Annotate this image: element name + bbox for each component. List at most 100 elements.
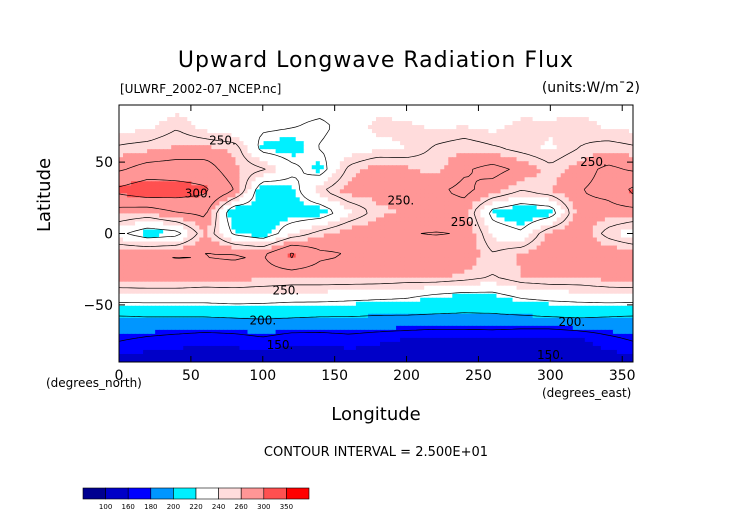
field-cell [223, 217, 229, 223]
field-cell [544, 133, 550, 138]
field-cell [223, 253, 229, 259]
field-cell [544, 257, 550, 263]
field-cell [147, 137, 152, 142]
field-cell [516, 221, 522, 227]
field-cell [416, 105, 421, 110]
field-cell [119, 245, 124, 251]
field-cell [235, 181, 241, 186]
field-cell [363, 205, 369, 211]
field-cell [432, 197, 437, 202]
field-cell [171, 253, 176, 259]
field-cell [512, 221, 518, 227]
field-cell [628, 165, 633, 170]
field-cell [143, 197, 148, 202]
field-cell [592, 133, 598, 138]
field-cell [119, 257, 124, 263]
field-cell [588, 253, 594, 259]
field-cell [444, 209, 449, 215]
field-cell [404, 205, 409, 211]
field-cell [580, 221, 586, 227]
field-cell [287, 177, 293, 182]
field-cell [343, 113, 349, 118]
field-cell [147, 121, 152, 126]
field-cell [416, 185, 421, 190]
field-cell [460, 193, 465, 198]
field-cell [187, 113, 192, 118]
field-cell [139, 213, 144, 219]
field-cell [484, 117, 490, 122]
field-cell [420, 121, 425, 126]
field-cell [195, 233, 200, 239]
field-cell [279, 145, 285, 150]
field-cell [468, 213, 473, 219]
field-cell [219, 197, 225, 202]
field-cell [516, 205, 522, 211]
field-cell [412, 209, 417, 215]
field-cell [448, 137, 453, 142]
field-cell [139, 129, 144, 134]
field-cell [199, 257, 204, 263]
field-cell [163, 181, 168, 186]
field-cell [420, 141, 425, 146]
field-cell [355, 233, 361, 239]
field-cell [243, 121, 249, 126]
field-cell [520, 217, 526, 223]
field-cell [223, 181, 229, 186]
field-cell [183, 117, 188, 122]
field-cell [307, 189, 313, 194]
field-cell [143, 249, 148, 255]
field-cell [580, 153, 586, 158]
field-cell [452, 113, 457, 118]
field-cell [355, 169, 361, 174]
field-cell [195, 189, 200, 194]
field-cell [207, 241, 212, 247]
field-cell [468, 177, 473, 182]
field-cell [484, 105, 490, 110]
field-cell [388, 237, 393, 243]
field-cell [159, 193, 164, 198]
field-cell [287, 213, 293, 219]
field-cell [432, 137, 437, 142]
field-cell [400, 153, 405, 158]
field-cell [572, 173, 578, 178]
field-cell [163, 257, 168, 263]
field-cell [255, 237, 261, 243]
field-cell [428, 165, 433, 170]
field-cell [468, 233, 473, 239]
field-cell [452, 181, 457, 186]
field-cell [251, 125, 257, 130]
field-cell [159, 237, 164, 243]
field-cell [500, 141, 506, 146]
field-cell [428, 145, 433, 150]
field-cell [552, 121, 558, 126]
field-cell [131, 209, 136, 215]
field-cell [287, 165, 293, 170]
field-cell [339, 109, 345, 114]
field-cell [464, 121, 469, 126]
field-cell [279, 165, 285, 170]
field-cell [616, 217, 622, 223]
field-cell [464, 225, 469, 231]
field-cell [384, 229, 389, 235]
field-cell [484, 209, 490, 215]
field-cell [151, 117, 156, 122]
field-cell [251, 233, 257, 239]
field-cell [271, 165, 277, 170]
field-cell [460, 149, 465, 154]
field-cell [239, 217, 245, 223]
field-cell [199, 117, 204, 122]
field-cell [436, 241, 441, 247]
field-cell [456, 225, 461, 231]
field-cell [576, 209, 582, 215]
field-cell [472, 257, 477, 263]
field-cell [508, 189, 514, 194]
field-cell [524, 249, 530, 255]
field-cell [384, 233, 389, 239]
field-cell [516, 109, 522, 114]
field-cell [187, 209, 192, 215]
field-cell [343, 237, 349, 243]
field-cell [624, 173, 630, 178]
field-cell [259, 117, 265, 122]
field-cell [408, 221, 413, 227]
